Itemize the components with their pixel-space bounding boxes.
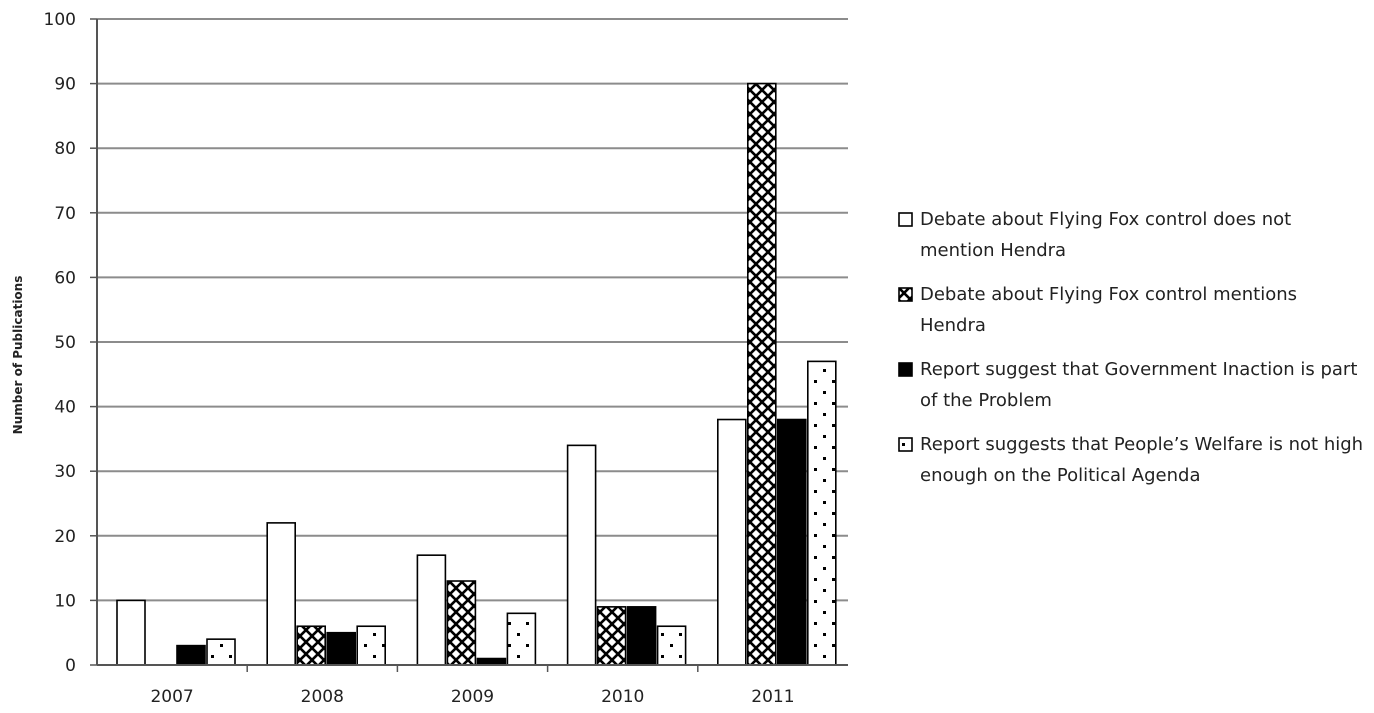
y-tick-label: 70 [54,204,76,224]
legend-swatch-box [898,437,913,452]
legend-swatch [898,362,913,377]
y-tick-label: 10 [54,591,76,611]
legend-label: Debate about Flying Fox control mentions… [920,284,1297,336]
bar-2009-series-1 [416,554,447,666]
bar-2011-series-1 [716,418,747,666]
legend-item: Debate about Flying Fox control does not… [898,204,1368,266]
y-axis-label: Number of Publications [11,276,25,435]
y-tick-label: 0 [65,656,76,676]
bar-2011-series-2 [746,82,777,666]
x-tick-label: 2008 [301,687,344,707]
y-tick-labels: 0 10 20 30 40 50 60 70 80 90 100 [44,10,76,676]
bar-2007-series-3 [176,644,206,666]
legend: Debate about Flying Fox control does not… [898,204,1368,504]
bar-2011-series-3 [776,418,807,666]
bar-2008-series-4 [356,625,387,666]
x-tick-labels: 2007 2008 2009 2010 2011 [150,687,794,707]
bars [116,82,837,666]
bar-2010-series-1 [566,444,597,666]
bar-2008-series-1 [266,522,297,666]
legend-swatch-box [898,287,913,302]
gridlines [90,18,848,672]
legend-label: Report suggest that Government Inaction … [920,359,1358,411]
bar-2007-series-4 [206,638,236,666]
legend-swatch [898,437,913,452]
y-tick-label: 20 [54,527,76,547]
bar-2010-series-2 [596,606,627,666]
legend-item: Report suggests that People’s Welfare is… [898,429,1368,491]
legend-swatch-box [898,212,913,227]
axes [96,19,848,666]
bar-2009-series-4 [506,612,537,666]
legend-label: Report suggests that People’s Welfare is… [920,434,1364,486]
y-tick-label: 90 [54,75,76,95]
bar-2009-series-2 [446,580,477,666]
x-tick-label: 2010 [601,687,644,707]
bar-2007-series-1 [116,599,146,666]
x-tick-label: 2011 [751,687,794,707]
bar-2011-series-4 [806,360,837,666]
y-tick-label: 80 [54,139,76,159]
bar-2010-series-3 [626,606,657,666]
legend-swatch [898,212,913,227]
x-tick-label: 2007 [150,687,193,707]
y-tick-label: 60 [54,268,76,288]
y-tick-label: 30 [54,462,76,482]
bar-2010-series-4 [656,625,687,666]
y-tick-label: 100 [44,10,76,30]
y-tick-label: 50 [54,333,76,353]
y-tick-label: 40 [54,398,76,418]
legend-item: Report suggest that Government Inaction … [898,354,1368,416]
legend-swatch-box [898,362,913,377]
bar-2008-series-2 [296,625,327,666]
x-tick-label: 2009 [451,687,494,707]
legend-swatch [898,287,913,302]
legend-item: Debate about Flying Fox control mentions… [898,279,1368,341]
bar-2008-series-3 [326,631,357,666]
legend-label: Debate about Flying Fox control does not… [920,209,1292,261]
